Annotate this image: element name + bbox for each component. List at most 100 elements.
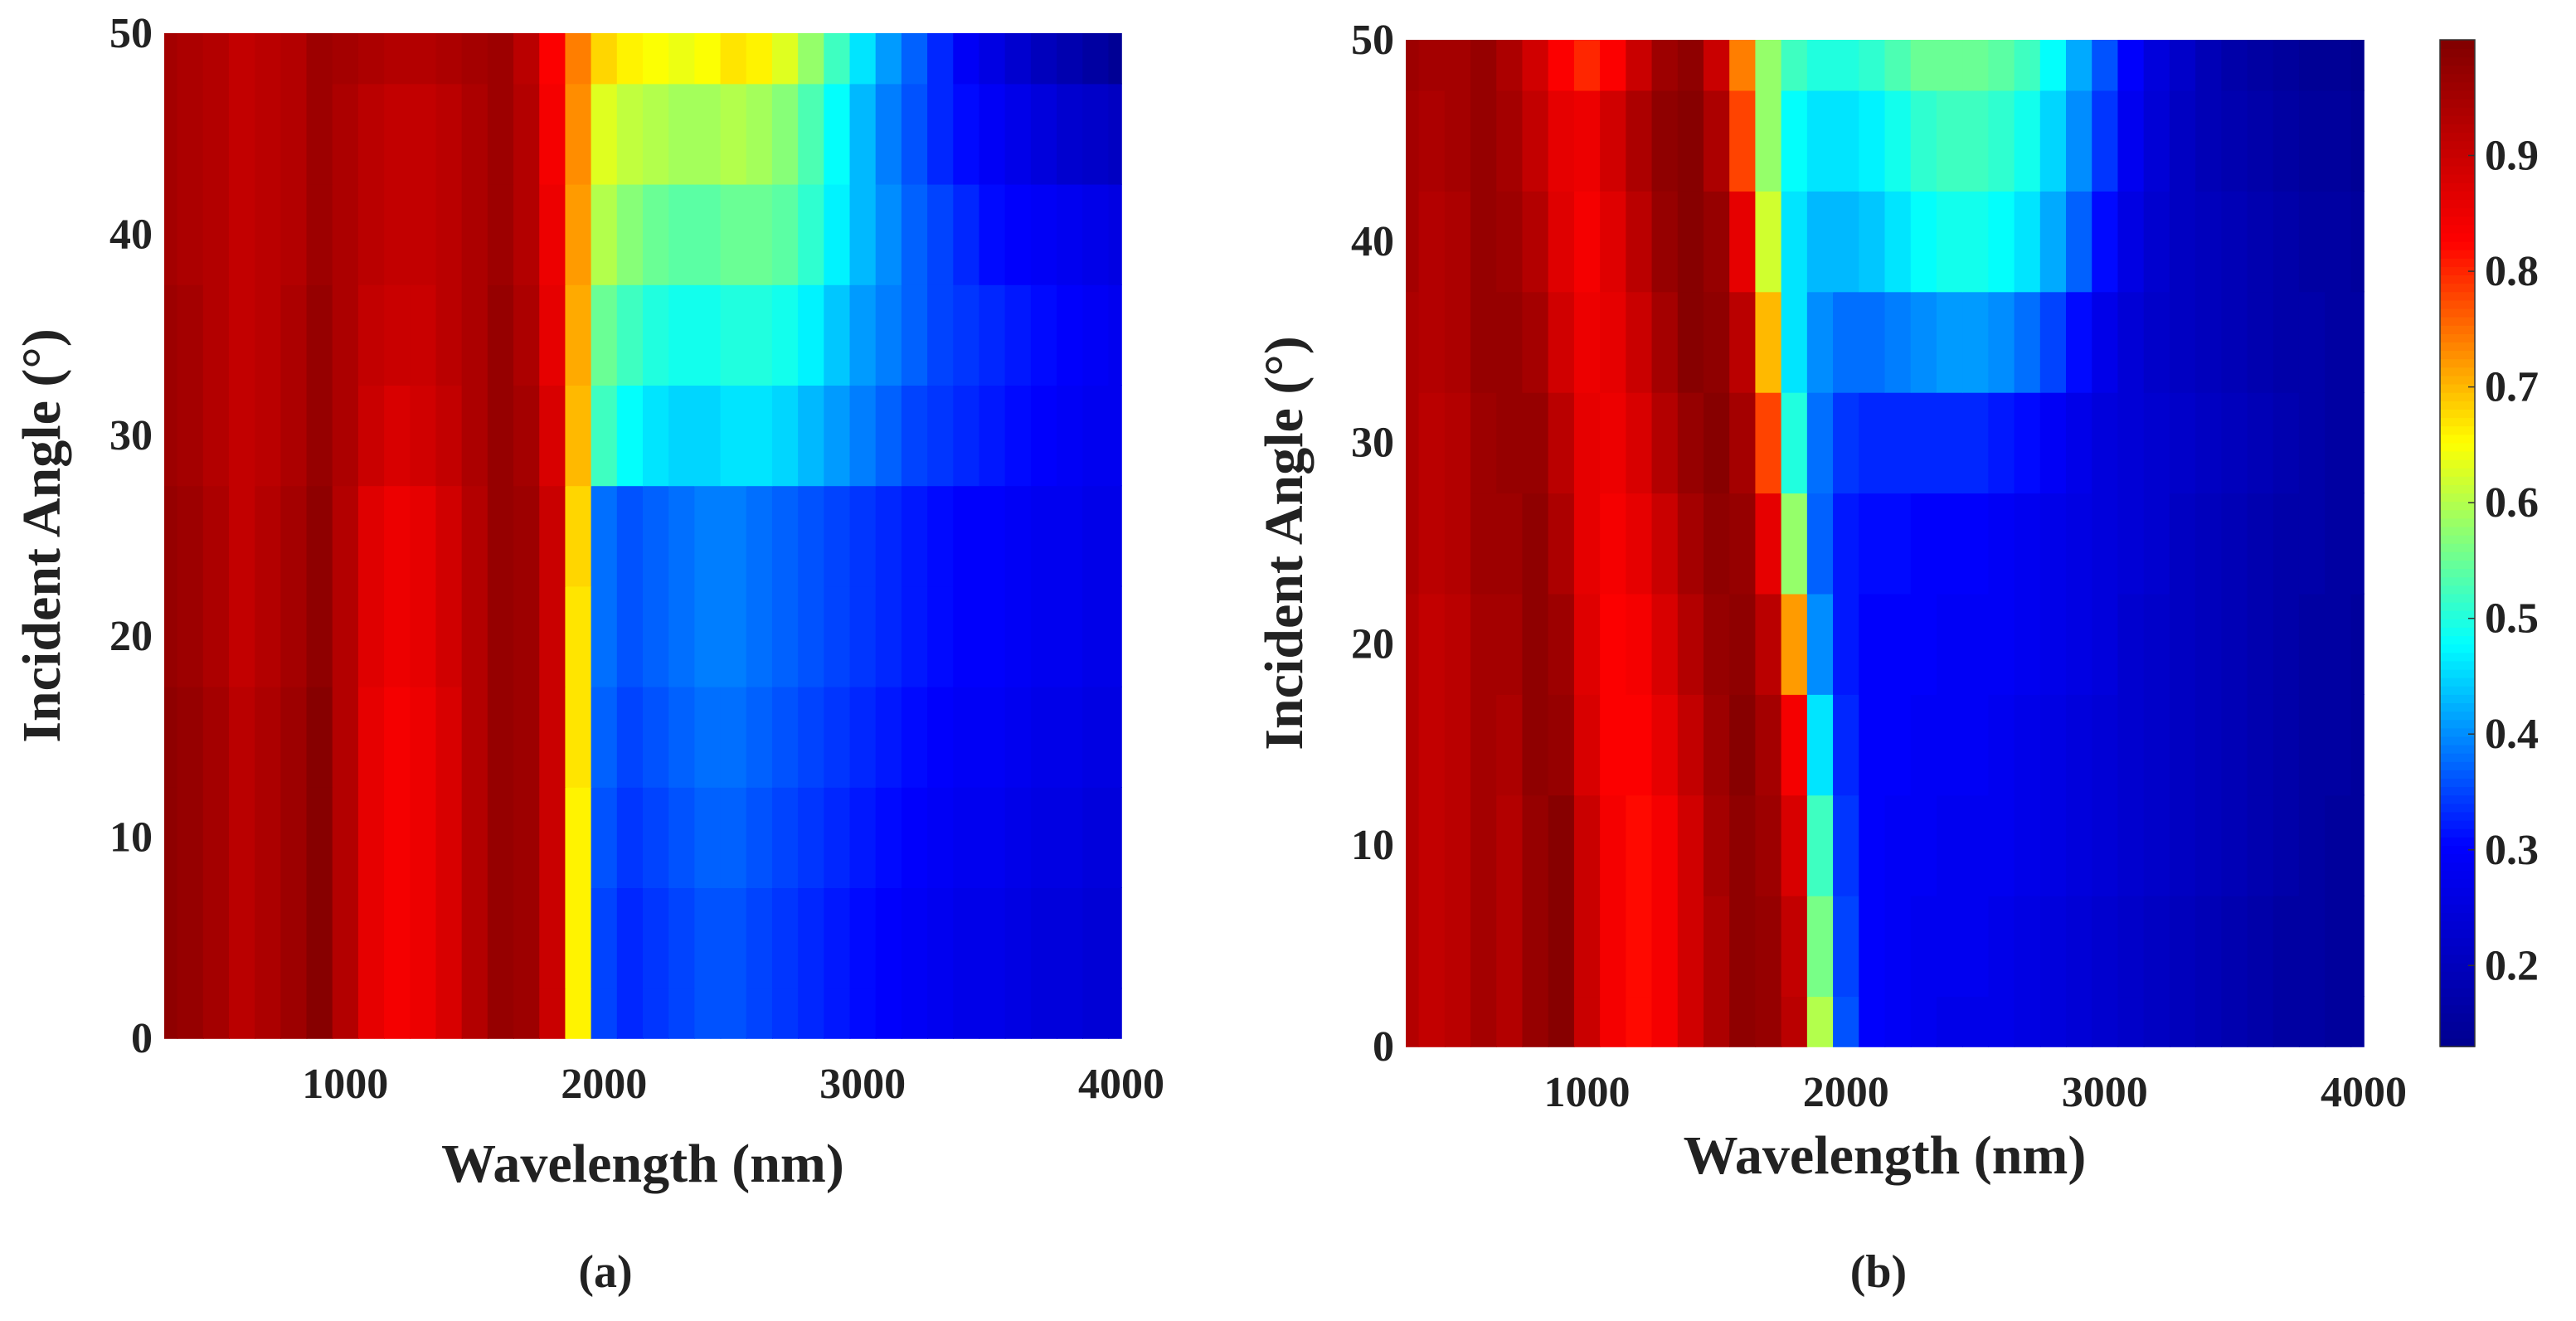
heatmap-cell: [746, 988, 773, 1039]
heatmap-cell: [1108, 585, 1122, 687]
heatmap-cell: [2039, 694, 2067, 796]
heatmap-cell: [487, 33, 514, 85]
heatmap-cell: [1677, 40, 1704, 91]
heatmap-cell: [539, 887, 566, 989]
colorbar-strip: [2440, 106, 2475, 116]
heatmap-cell: [539, 485, 566, 587]
heatmap-cell: [1470, 895, 1498, 998]
heatmap-cell: [1781, 40, 1808, 91]
heatmap-cell: [1755, 694, 1782, 796]
heatmap-cell: [1755, 191, 1782, 293]
heatmap-cell: [280, 988, 308, 1039]
heatmap-cell: [849, 585, 877, 687]
colorbar-strip: [2440, 962, 2475, 972]
heatmap-cell: [435, 33, 463, 85]
heatmap-cell: [875, 83, 902, 185]
heatmap-cell: [953, 83, 980, 185]
heatmap-cell: [2169, 191, 2196, 293]
y-tick-label: 0: [1373, 1023, 1394, 1071]
heatmap-cell: [384, 284, 411, 386]
heatmap-cell: [384, 787, 411, 888]
heatmap-cell: [1651, 794, 1679, 896]
colorbar-strip: [2440, 124, 2475, 134]
heatmap-cell: [824, 183, 851, 285]
heatmap-cell: [1651, 996, 1679, 1047]
heatmap-cell: [539, 585, 566, 687]
heatmap-cell: [1626, 895, 1653, 998]
heatmap-cell: [461, 485, 488, 587]
heatmap-cell: [1004, 887, 1032, 989]
heatmap-cell: [228, 887, 255, 989]
heatmap-cell: [410, 585, 437, 687]
heatmap-cell: [461, 284, 488, 386]
y-tick-label: 40: [109, 211, 153, 258]
colorbar-strip: [2440, 803, 2475, 813]
heatmap-cell: [1677, 593, 1704, 695]
heatmap-cell: [1600, 191, 1627, 293]
heatmap-cell: [875, 686, 902, 788]
heatmap-cell: [1962, 593, 1990, 695]
colorbar-strip: [2440, 232, 2475, 242]
heatmap-cell: [979, 284, 1006, 386]
heatmap-cell: [2143, 895, 2170, 998]
heatmap-cell: [513, 787, 541, 888]
heatmap-cell: [164, 33, 178, 85]
heatmap-cell: [2039, 90, 2067, 192]
colorbar-strip: [2440, 299, 2475, 309]
heatmap-cell: [720, 887, 747, 989]
heatmap-cell: [2014, 694, 2041, 796]
heatmap-cell: [1573, 493, 1601, 595]
heatmap-cell: [694, 83, 722, 185]
heatmap-cell: [2325, 895, 2352, 998]
heatmap-cell: [2247, 191, 2274, 293]
heatmap-cell: [1470, 593, 1498, 695]
heatmap-cell: [771, 787, 799, 888]
colorbar-tick-label: 0.5: [2485, 595, 2539, 643]
heatmap-cell: [1522, 794, 1549, 896]
heatmap-cell: [1910, 895, 1937, 998]
heatmap-cell: [798, 485, 825, 587]
heatmap-cell: [1833, 895, 1860, 998]
heatmap-cell: [539, 385, 566, 487]
heatmap-cell: [875, 183, 902, 285]
y-tick-label: 30: [109, 412, 153, 459]
colorbar-strip: [2440, 140, 2475, 150]
heatmap-cell: [1406, 493, 1420, 595]
heatmap-cell: [849, 485, 877, 587]
heatmap-cell: [539, 686, 566, 788]
heatmap-cell: [255, 988, 282, 1039]
heatmap-cell: [953, 485, 980, 587]
heatmap-cell: [177, 33, 204, 85]
heatmap-cell: [1548, 493, 1575, 595]
colorbar-strip: [2440, 224, 2475, 234]
heatmap-cell: [565, 787, 592, 888]
heatmap-cell: [591, 787, 618, 888]
heatmap-cell: [2350, 291, 2365, 393]
heatmap-cell: [720, 33, 747, 85]
heatmap-cell: [1806, 493, 1834, 595]
heatmap-cell: [643, 183, 669, 285]
heatmap-cell: [1496, 40, 1524, 91]
colorbar-strip: [2440, 694, 2475, 704]
heatmap-cell: [771, 988, 799, 1039]
heatmap-cell: [1108, 183, 1122, 285]
heatmap-cell: [306, 183, 333, 285]
heatmap-cell: [280, 585, 308, 687]
y-tick-label: 20: [109, 613, 153, 660]
heatmap-cell: [953, 787, 980, 888]
heatmap-cell: [798, 585, 825, 687]
colorbar-strip: [2440, 308, 2475, 318]
heatmap-cell: [332, 284, 359, 386]
heatmap-cell: [1962, 794, 1990, 896]
heatmap-cell: [1030, 385, 1057, 487]
heatmap-cell: [513, 988, 541, 1039]
colorbar-strip: [2440, 274, 2475, 284]
heatmap-cell: [565, 585, 592, 687]
heatmap-cell: [798, 284, 825, 386]
heatmap-cell: [357, 887, 385, 989]
heatmap-cell: [694, 787, 722, 888]
heatmap-cell: [1406, 794, 1420, 896]
heatmap-cell: [2195, 895, 2223, 998]
heatmap-cell: [2325, 291, 2352, 393]
heatmap-cell: [332, 686, 359, 788]
